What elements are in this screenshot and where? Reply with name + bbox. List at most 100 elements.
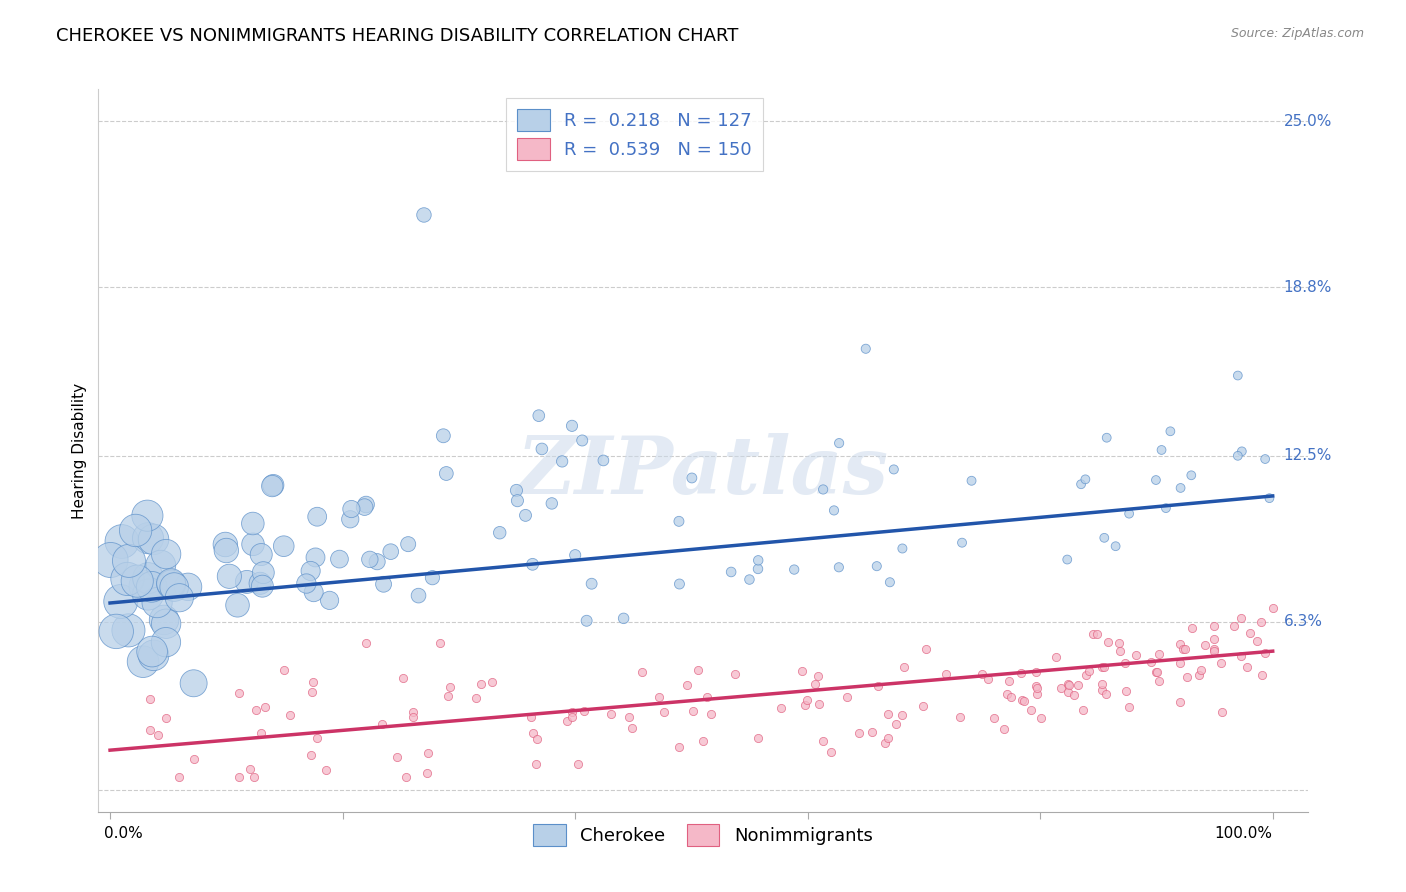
- Point: [820, 746, 842, 760]
- Point: [436, 689, 458, 703]
- Point: [1171, 642, 1194, 657]
- Point: [304, 550, 326, 565]
- Point: [770, 701, 793, 715]
- Point: [1230, 649, 1253, 664]
- Point: [146, 728, 169, 742]
- Y-axis label: Hearing Disability: Hearing Disability: [72, 383, 87, 518]
- Point: [879, 575, 901, 590]
- Legend: Cherokee, Nonimmigrants: Cherokee, Nonimmigrants: [526, 817, 880, 854]
- Point: [950, 535, 973, 549]
- Point: [177, 580, 200, 594]
- Point: [1254, 452, 1277, 467]
- Point: [394, 770, 416, 784]
- Point: [993, 723, 1015, 737]
- Point: [572, 704, 595, 718]
- Point: [328, 552, 350, 566]
- Point: [1067, 677, 1090, 691]
- Point: [972, 667, 994, 681]
- Point: [305, 731, 328, 745]
- Point: [1202, 632, 1225, 647]
- Point: [160, 576, 183, 591]
- Point: [273, 663, 295, 677]
- Point: [1045, 650, 1067, 665]
- Point: [1050, 681, 1073, 695]
- Point: [124, 524, 146, 538]
- Point: [117, 624, 139, 638]
- Point: [464, 690, 486, 705]
- Point: [524, 756, 547, 771]
- Point: [540, 496, 562, 510]
- Point: [366, 555, 388, 569]
- Point: [530, 442, 553, 456]
- Point: [848, 726, 870, 740]
- Point: [136, 508, 159, 523]
- Point: [262, 479, 284, 493]
- Point: [813, 734, 835, 748]
- Point: [273, 539, 295, 553]
- Point: [183, 752, 205, 766]
- Point: [1250, 615, 1272, 629]
- Point: [520, 710, 543, 724]
- Point: [1140, 656, 1163, 670]
- Point: [299, 564, 322, 578]
- Point: [127, 574, 149, 588]
- Point: [141, 644, 163, 658]
- Point: [1074, 472, 1097, 486]
- Point: [1180, 468, 1202, 483]
- Point: [142, 533, 165, 547]
- Point: [1246, 634, 1268, 648]
- Point: [804, 677, 827, 691]
- Point: [1149, 673, 1171, 688]
- Point: [1026, 681, 1049, 695]
- Point: [416, 747, 439, 761]
- Point: [439, 681, 461, 695]
- Point: [1226, 368, 1249, 383]
- Point: [1025, 665, 1047, 680]
- Point: [134, 579, 156, 593]
- Point: [402, 705, 425, 719]
- Point: [1189, 663, 1212, 677]
- Point: [692, 734, 714, 748]
- Point: [167, 770, 190, 784]
- Point: [828, 560, 851, 574]
- Point: [254, 699, 277, 714]
- Point: [1147, 647, 1170, 661]
- Point: [1092, 659, 1115, 673]
- Point: [1146, 665, 1168, 680]
- Point: [522, 558, 544, 572]
- Point: [647, 690, 669, 705]
- Point: [1097, 635, 1119, 649]
- Point: [995, 687, 1018, 701]
- Point: [866, 559, 889, 574]
- Point: [828, 436, 851, 450]
- Point: [155, 616, 177, 631]
- Point: [302, 675, 325, 690]
- Point: [413, 208, 436, 222]
- Text: 25.0%: 25.0%: [1284, 114, 1333, 128]
- Point: [688, 663, 710, 677]
- Point: [242, 537, 264, 551]
- Point: [682, 705, 704, 719]
- Point: [796, 693, 818, 707]
- Point: [747, 562, 769, 576]
- Point: [250, 726, 273, 740]
- Point: [1056, 676, 1078, 690]
- Point: [1012, 694, 1035, 708]
- Point: [218, 569, 240, 583]
- Point: [136, 588, 159, 602]
- Point: [1258, 491, 1281, 505]
- Point: [155, 711, 177, 725]
- Point: [1125, 648, 1147, 663]
- Point: [1063, 688, 1085, 702]
- Point: [117, 572, 139, 586]
- Point: [215, 543, 238, 558]
- Point: [873, 736, 896, 750]
- Point: [747, 731, 769, 745]
- Point: [1091, 683, 1114, 698]
- Point: [354, 498, 377, 512]
- Point: [983, 711, 1005, 725]
- Point: [1011, 693, 1033, 707]
- Point: [564, 548, 586, 562]
- Point: [1115, 683, 1137, 698]
- Point: [783, 563, 806, 577]
